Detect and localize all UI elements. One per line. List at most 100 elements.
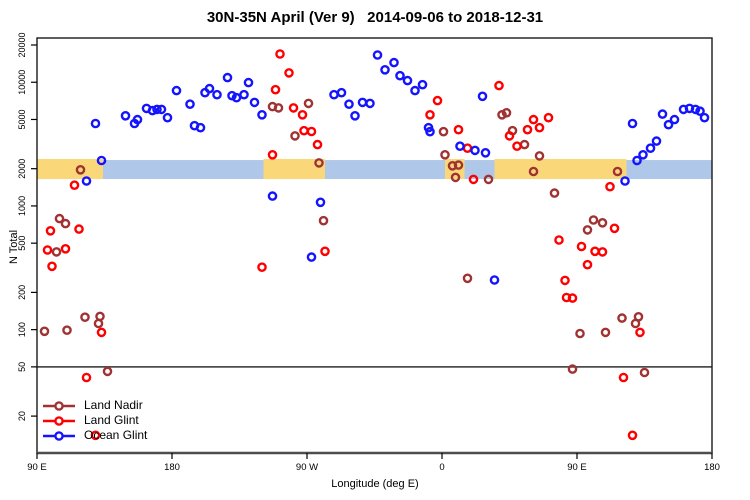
point-ocean-glint bbox=[267, 191, 278, 201]
land-expected-band bbox=[37, 159, 103, 180]
point-land-glint bbox=[597, 247, 608, 257]
point-land-nadir bbox=[582, 225, 593, 235]
point-ocean-glint bbox=[425, 126, 435, 137]
point-land-nadir bbox=[438, 126, 449, 137]
point-ocean-glint bbox=[249, 97, 260, 108]
point-ocean-glint bbox=[402, 75, 413, 86]
point-ocean-glint bbox=[395, 70, 405, 81]
point-land-glint bbox=[81, 372, 92, 383]
point-land-glint bbox=[453, 124, 464, 135]
point-land-nadir bbox=[519, 139, 530, 150]
x-tick-label: 90 E bbox=[27, 462, 47, 473]
point-land-glint bbox=[42, 245, 53, 255]
x-axis-label: Longitude (deg E) bbox=[331, 478, 419, 490]
point-land-glint bbox=[554, 235, 564, 245]
point-ocean-glint bbox=[243, 77, 254, 88]
point-land-glint bbox=[320, 246, 330, 257]
point-land-glint bbox=[618, 372, 629, 383]
legend: Land Nadir Land Glint Ocean Glint bbox=[42, 398, 147, 443]
point-ocean-glint bbox=[257, 110, 267, 120]
point-land-nadir bbox=[575, 328, 585, 339]
point-ocean-glint bbox=[306, 252, 317, 262]
legend-label: Land Nadir bbox=[84, 398, 143, 412]
y-tick-label: 10000 bbox=[17, 70, 27, 95]
point-ocean-glint bbox=[417, 79, 428, 90]
x-tick-label: 90 W bbox=[296, 462, 318, 473]
point-ocean-glint bbox=[651, 136, 662, 146]
point-ocean-glint bbox=[204, 83, 215, 94]
y-tick-label: 1000 bbox=[17, 196, 27, 216]
point-land-glint bbox=[582, 259, 593, 270]
legend-symbol-land-nadir-icon bbox=[43, 400, 75, 411]
point-land-glint bbox=[90, 430, 101, 441]
point-ocean-glint bbox=[336, 87, 347, 98]
point-ocean-glint bbox=[489, 275, 500, 285]
point-land-glint bbox=[462, 143, 473, 153]
point-ocean-glint bbox=[185, 99, 195, 109]
point-land-glint bbox=[567, 293, 578, 303]
point-land-glint bbox=[297, 110, 308, 120]
point-ocean-glint bbox=[231, 92, 242, 103]
point-ocean-glint bbox=[239, 89, 249, 100]
point-ocean-glint bbox=[699, 112, 710, 123]
point-land-nadir bbox=[600, 327, 611, 338]
point-land-glint bbox=[590, 246, 600, 257]
point-ocean-glint bbox=[344, 99, 354, 109]
point-ocean-glint bbox=[162, 112, 173, 123]
point-land-glint bbox=[627, 430, 638, 441]
point-land-glint bbox=[605, 181, 615, 192]
point-ocean-glint bbox=[132, 114, 143, 125]
point-land-glint bbox=[425, 110, 435, 120]
point-ocean-glint bbox=[171, 85, 182, 96]
point-land-glint bbox=[312, 139, 323, 150]
point-land-nadir bbox=[483, 174, 494, 185]
y-tick-label: 100 bbox=[17, 322, 27, 337]
legend-item-ocean-glint: Ocean Glint bbox=[42, 428, 147, 443]
point-land-nadir bbox=[630, 318, 641, 329]
point-land-nadir bbox=[639, 367, 650, 378]
point-land-nadir bbox=[440, 149, 450, 160]
legend-symbol-land-glint-icon bbox=[43, 415, 75, 426]
point-land-nadir bbox=[450, 172, 461, 183]
point-land-nadir bbox=[597, 217, 608, 228]
point-land-glint bbox=[504, 131, 515, 141]
point-land-nadir bbox=[102, 366, 113, 377]
point-land-glint bbox=[69, 180, 80, 190]
point-land-nadir bbox=[318, 215, 329, 226]
point-land-nadir bbox=[501, 108, 512, 118]
point-ocean-glint bbox=[638, 149, 648, 160]
point-land-glint bbox=[60, 243, 71, 254]
point-land-glint bbox=[45, 225, 56, 236]
point-ocean-glint bbox=[315, 197, 326, 208]
point-land-glint bbox=[534, 122, 545, 133]
point-ocean-glint bbox=[195, 122, 206, 133]
point-land-nadir bbox=[39, 326, 50, 337]
point-land-glint bbox=[74, 224, 84, 234]
point-ocean-glint bbox=[389, 57, 399, 68]
y-tick-label: 500 bbox=[17, 236, 27, 251]
point-ocean-glint bbox=[663, 119, 674, 130]
y-tick-label: 20000 bbox=[17, 32, 27, 57]
point-land-glint bbox=[96, 327, 107, 338]
point-land-glint bbox=[528, 114, 539, 125]
point-land-nadir bbox=[314, 158, 324, 168]
point-land-nadir bbox=[93, 318, 104, 329]
point-land-glint bbox=[299, 125, 309, 136]
point-ocean-glint bbox=[156, 104, 167, 115]
x-tick-label: 180 bbox=[164, 462, 180, 473]
point-land-glint bbox=[635, 327, 645, 338]
land-expected-band bbox=[494, 159, 627, 180]
point-land-glint bbox=[288, 103, 299, 113]
point-ocean-glint bbox=[690, 104, 701, 115]
point-ocean-glint bbox=[632, 155, 642, 166]
point-ocean-glint bbox=[96, 155, 107, 166]
point-ocean-glint bbox=[120, 111, 131, 121]
point-land-glint bbox=[512, 141, 522, 151]
legend-symbol-ocean-glint-icon bbox=[43, 430, 75, 441]
point-land-nadir bbox=[588, 215, 599, 225]
point-land-nadir bbox=[290, 131, 300, 141]
x-tick-label: 180 bbox=[704, 462, 720, 473]
plot-box bbox=[36, 37, 713, 454]
point-land-glint bbox=[257, 262, 267, 273]
point-ocean-glint bbox=[365, 98, 375, 109]
